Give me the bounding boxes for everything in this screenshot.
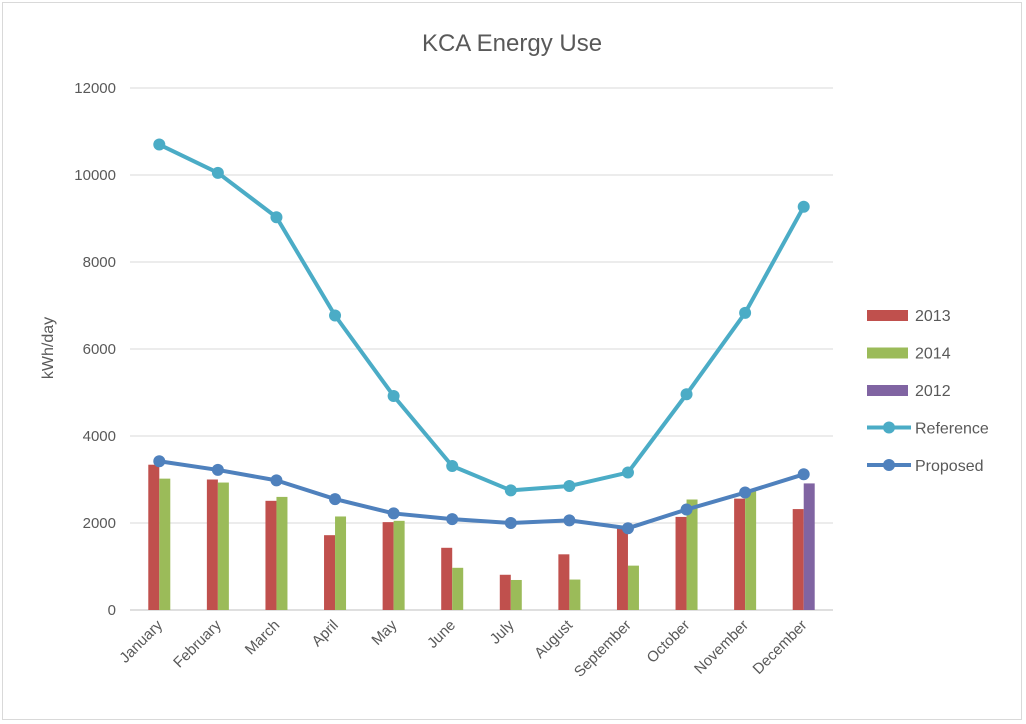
legend-swatch-2013 [867, 310, 908, 321]
bar-2013 [558, 554, 570, 610]
point-Proposed [153, 455, 166, 468]
bar-2014 [627, 565, 639, 610]
y-tick-label: 12000 [74, 80, 116, 97]
y-tick-label: 10000 [74, 167, 116, 184]
x-axis-ticks: January February March April May June July Augu… [116, 616, 810, 680]
bar-2014 [452, 567, 464, 610]
bar-2013 [734, 498, 746, 610]
bar-series [148, 464, 815, 610]
x-tick-label: May [368, 616, 400, 648]
y-tick-label: 8000 [83, 254, 116, 271]
x-tick-label: February [170, 616, 225, 671]
line-Proposed [157, 459, 806, 531]
chart-title: KCA Energy Use [422, 30, 602, 57]
point-Reference [329, 309, 342, 322]
bar-2014 [159, 478, 171, 610]
x-tick-label: April [309, 617, 342, 650]
line-Reference [157, 142, 806, 493]
y-tick-label: 6000 [83, 341, 116, 358]
x-tick-label: March [242, 617, 283, 658]
point-Reference [446, 460, 459, 473]
x-tick-label: October [644, 617, 694, 667]
point-Reference [387, 389, 400, 402]
x-tick-label: September [571, 617, 635, 681]
point-Proposed [211, 463, 224, 476]
bar-2012 [803, 483, 815, 610]
bar-2014 [217, 482, 229, 610]
point-Reference [739, 306, 752, 319]
bar-2014 [510, 579, 522, 610]
y-tick-label: 4000 [83, 428, 116, 445]
gridlines [130, 87, 833, 611]
y-tick-label: 2000 [83, 515, 116, 532]
bar-2013 [206, 479, 218, 610]
bar-2013 [499, 574, 511, 610]
point-Reference [504, 484, 517, 497]
line-series [153, 138, 810, 535]
point-Proposed [270, 474, 283, 487]
y-tick-label: 0 [108, 602, 116, 619]
point-Reference [153, 138, 166, 151]
legend-label-2012: 2012 [915, 383, 951, 400]
bar-2013 [441, 547, 453, 610]
point-Proposed [329, 493, 342, 506]
y-axis-ticks: 0 2000 4000 6000 8000 10000 12000 [74, 80, 116, 619]
bar-2014 [276, 496, 288, 610]
bar-2014 [745, 490, 757, 610]
x-tick-label: January [116, 616, 166, 666]
legend-swatch-2012 [867, 385, 908, 396]
legend-label-2013: 2013 [915, 308, 951, 325]
bar-2014 [335, 516, 347, 610]
point-Proposed [563, 514, 576, 527]
point-Reference [680, 388, 693, 401]
bar-2013 [265, 500, 277, 610]
point-Reference [270, 211, 283, 224]
y-axis-label: kWh/day [40, 317, 57, 379]
point-Reference [211, 166, 224, 179]
legend-label-2014: 2014 [915, 346, 951, 363]
bar-2014 [393, 520, 405, 610]
bar-2013 [675, 516, 687, 610]
bar-2013 [324, 535, 336, 610]
legend-label-Proposed: Proposed [915, 458, 984, 475]
point-Proposed [739, 486, 752, 499]
point-Proposed [680, 503, 693, 516]
point-Proposed [797, 468, 810, 481]
point-Reference [621, 466, 634, 479]
x-tick-label: December [750, 617, 811, 678]
x-tick-label: August [531, 616, 577, 662]
point-Reference [797, 200, 810, 213]
x-tick-label: July [487, 616, 518, 647]
legend-swatch-2014 [867, 347, 908, 359]
point-Proposed [446, 513, 459, 526]
legend-marker-Reference [883, 421, 895, 434]
bar-2013 [792, 509, 804, 610]
bar-2013 [382, 522, 394, 610]
point-Reference [563, 480, 576, 493]
x-tick-label: June [424, 617, 459, 652]
bar-2014 [686, 499, 698, 610]
point-Proposed [504, 517, 517, 529]
bar-2013 [148, 464, 160, 610]
legend-marker-Proposed [883, 459, 895, 471]
legend-label-Reference: Reference [915, 421, 989, 438]
bar-2013 [616, 527, 628, 610]
legend: 2013 2014 2012 Reference Proposed [867, 308, 989, 475]
point-Proposed [621, 522, 634, 535]
x-tick-label: November [691, 617, 752, 678]
bar-2014 [569, 579, 581, 610]
point-Proposed [387, 507, 400, 520]
